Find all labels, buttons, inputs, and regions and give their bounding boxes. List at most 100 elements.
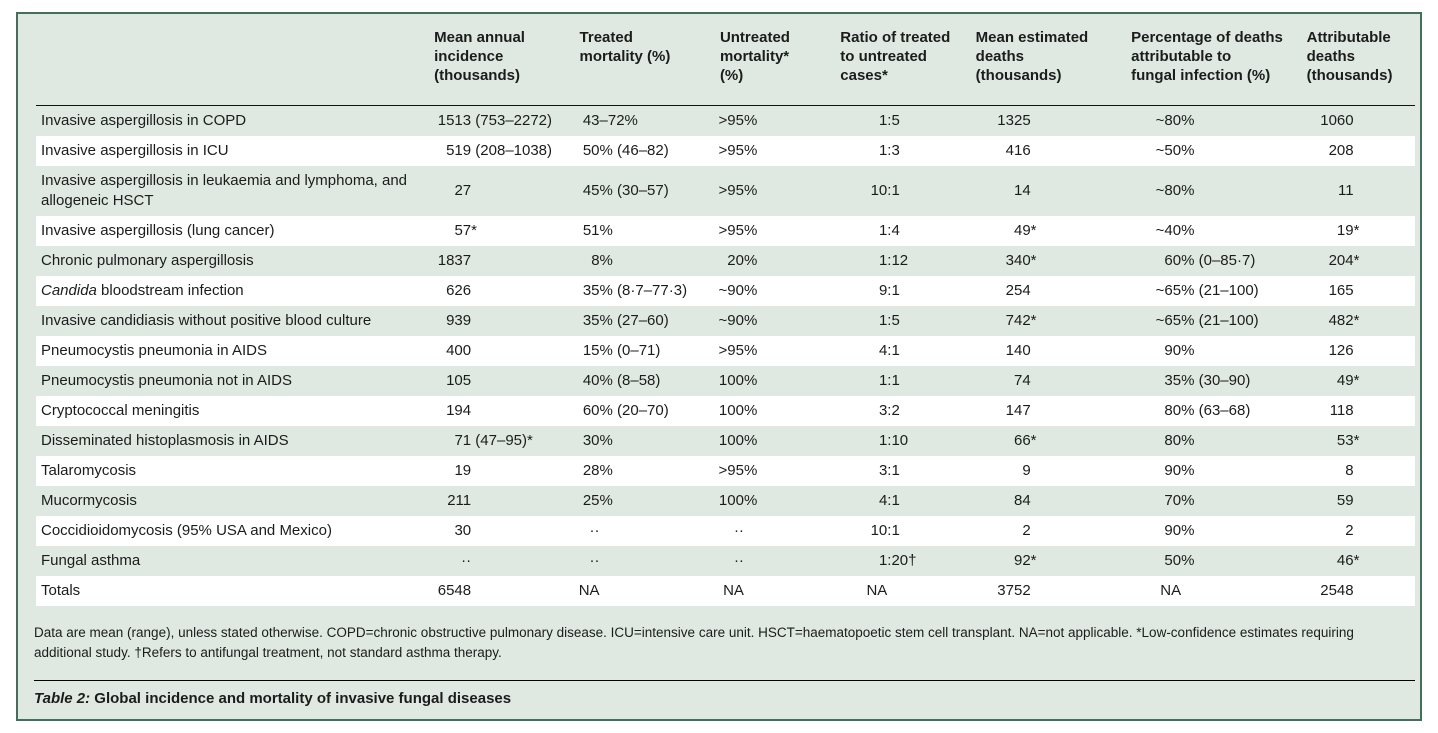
table-cell: 147: [1005, 402, 1031, 419]
row-label: Mucormycosis: [41, 492, 137, 509]
table-cell: 519 (208–1038): [446, 142, 553, 159]
table-cell: >95%: [718, 342, 758, 359]
table-cell: 1:5: [878, 312, 900, 329]
table-row: Invasive aspergillosis in leukaemia and …: [36, 166, 1415, 216]
table-cell: 4:1: [878, 492, 900, 509]
table-row: Disseminated histoplasmosis in AIDS 71 (4…: [36, 426, 1415, 456]
table-cell: 9: [1022, 462, 1031, 479]
row-label: Candida bloodstream infection: [41, 282, 244, 299]
table-cell: 1:4: [878, 222, 900, 239]
table-cell: 1:12: [878, 252, 909, 269]
table-row: Invasive candidiasis without positive bl…: [36, 306, 1415, 336]
table-cell: NA: [723, 582, 744, 599]
column-header: Percentage of deaths attributable to fun…: [1123, 14, 1299, 106]
table-cell: 2: [1022, 522, 1031, 539]
table-cell: 53*: [1336, 432, 1360, 449]
table-cell: 1325: [997, 112, 1031, 129]
table-cell: 46*: [1336, 552, 1360, 569]
table-cell: ~65% (21–100): [1155, 282, 1259, 299]
table-row: Coccidioidomycosis (95% USA and Mexico) 3…: [36, 516, 1415, 546]
table-cell: 6548: [437, 582, 472, 599]
table-cell: 208: [1328, 142, 1354, 159]
table-cell: 25%: [582, 492, 613, 509]
table-cell: >95%: [718, 112, 758, 129]
table-cell: 43–72%: [582, 112, 638, 129]
table-cell: >95%: [718, 182, 758, 199]
table-cell: 340*: [1005, 252, 1037, 269]
table-cell: ~90%: [718, 312, 758, 329]
table-cell: 482*: [1328, 312, 1360, 329]
table-cell: 15% (0–71): [582, 342, 661, 359]
table-cell: 2: [1345, 522, 1354, 539]
fungal-table: Mean annual incidence (thousands) Treated…: [36, 14, 1415, 606]
table-cell: 8%: [591, 252, 613, 269]
caption-prefix: Table 2:: [34, 690, 91, 707]
table-cell: 2548: [1320, 582, 1354, 599]
table-cell: 140: [1005, 342, 1031, 359]
table-head: Mean annual incidence (thousands) Treated…: [36, 14, 1415, 106]
table-cell: 100%: [718, 402, 758, 419]
table-cell: 1:1: [878, 372, 900, 389]
table-cell: ~65% (21–100): [1155, 312, 1259, 329]
table-cell: 74: [1013, 372, 1031, 389]
table-caption: Table 2: Global incidence and mortality …: [34, 690, 1400, 707]
table-cell: 11: [1338, 182, 1354, 199]
table-cell: 35% (8·7–77·3): [582, 282, 688, 299]
table-cell: 40% (8–58): [582, 372, 661, 389]
table-cell: 1060: [1320, 112, 1354, 129]
caption-text: Global incidence and mortality of invasi…: [90, 690, 512, 707]
column-header: Treated mortality (%): [571, 14, 712, 106]
table-cell: 1:20†: [878, 552, 917, 569]
table-wrap: Mean annual incidence (thousands) Treated…: [18, 14, 1420, 606]
row-label: Talaromycosis: [41, 462, 137, 479]
table-cell: 84: [1013, 492, 1031, 509]
table-cell: >95%: [718, 222, 758, 239]
table-cell: 30: [454, 522, 472, 539]
column-header: Untreated mortality* (%): [711, 14, 833, 106]
table-row: Chronic pulmonary aspergillosis 1837 8% 20%…: [36, 246, 1415, 276]
table-cell: 35% (27–60): [582, 312, 669, 329]
table-cell: 9:1: [878, 282, 900, 299]
table-cell: 10:1: [870, 182, 900, 199]
row-label-column-header: [36, 14, 427, 106]
table-cell: 27: [454, 182, 472, 199]
table-row: Pneumocystis pneumonia in AIDS 400 15% (0–…: [36, 336, 1415, 366]
table-cell: 66*: [1013, 432, 1037, 449]
table-cell: >95%: [718, 462, 758, 479]
table-cell: 51%: [582, 222, 613, 239]
column-header: Mean annual incidence (thousands): [426, 14, 572, 106]
table-cell: 211: [447, 492, 472, 509]
table-cell: ··: [589, 522, 600, 539]
table-cell: 49*: [1013, 222, 1037, 239]
row-label: Fungal asthma: [41, 552, 141, 569]
table-cell: 59: [1336, 492, 1354, 509]
row-label: Totals: [41, 582, 81, 599]
header-row: Mean annual incidence (thousands) Treated…: [36, 14, 1415, 106]
table-cell: ··: [733, 552, 744, 569]
table-cell: 80%: [1164, 432, 1195, 449]
table-row: Invasive aspergillosis in COPD 1513 (753–…: [36, 106, 1415, 137]
table-row: Talaromycosis 19 28% >95% 3:1 9 90% 8: [36, 456, 1415, 486]
row-label: Invasive aspergillosis in leukaemia and …: [41, 172, 408, 209]
table-cell: 57*: [454, 222, 477, 239]
table-cell: ··: [733, 522, 744, 539]
table-cell: ~40%: [1155, 222, 1195, 239]
table-cell: 35% (30–90): [1164, 372, 1251, 389]
table-cell: 165: [1328, 282, 1354, 299]
table-cell: ~50%: [1155, 142, 1195, 159]
table-cell: 8: [1345, 462, 1354, 479]
table-cell: 50% (46–82): [582, 142, 669, 159]
table-cell: 1:3: [878, 142, 900, 159]
table-row: Totals 6548 NA NA NA 3752 NA 2548: [36, 576, 1415, 606]
row-label: Invasive aspergillosis in COPD: [41, 112, 247, 129]
table-cell: 92*: [1013, 552, 1037, 569]
column-header: Ratio of treated to untreated cases*: [832, 14, 968, 106]
row-label: Invasive aspergillosis (lung cancer): [41, 222, 275, 239]
table-cell: 4:1: [878, 342, 900, 359]
table-cell: 14: [1013, 182, 1031, 199]
table-cell: NA: [866, 582, 888, 599]
table-cell: 71 (47–95)*: [454, 432, 533, 449]
footnote: Data are mean (range), unless stated oth…: [34, 625, 1354, 660]
table-row: Fungal asthma ·· ·· ·· 1:20† 92* 50% 46*: [36, 546, 1415, 576]
table-cell: 118: [1329, 402, 1354, 419]
